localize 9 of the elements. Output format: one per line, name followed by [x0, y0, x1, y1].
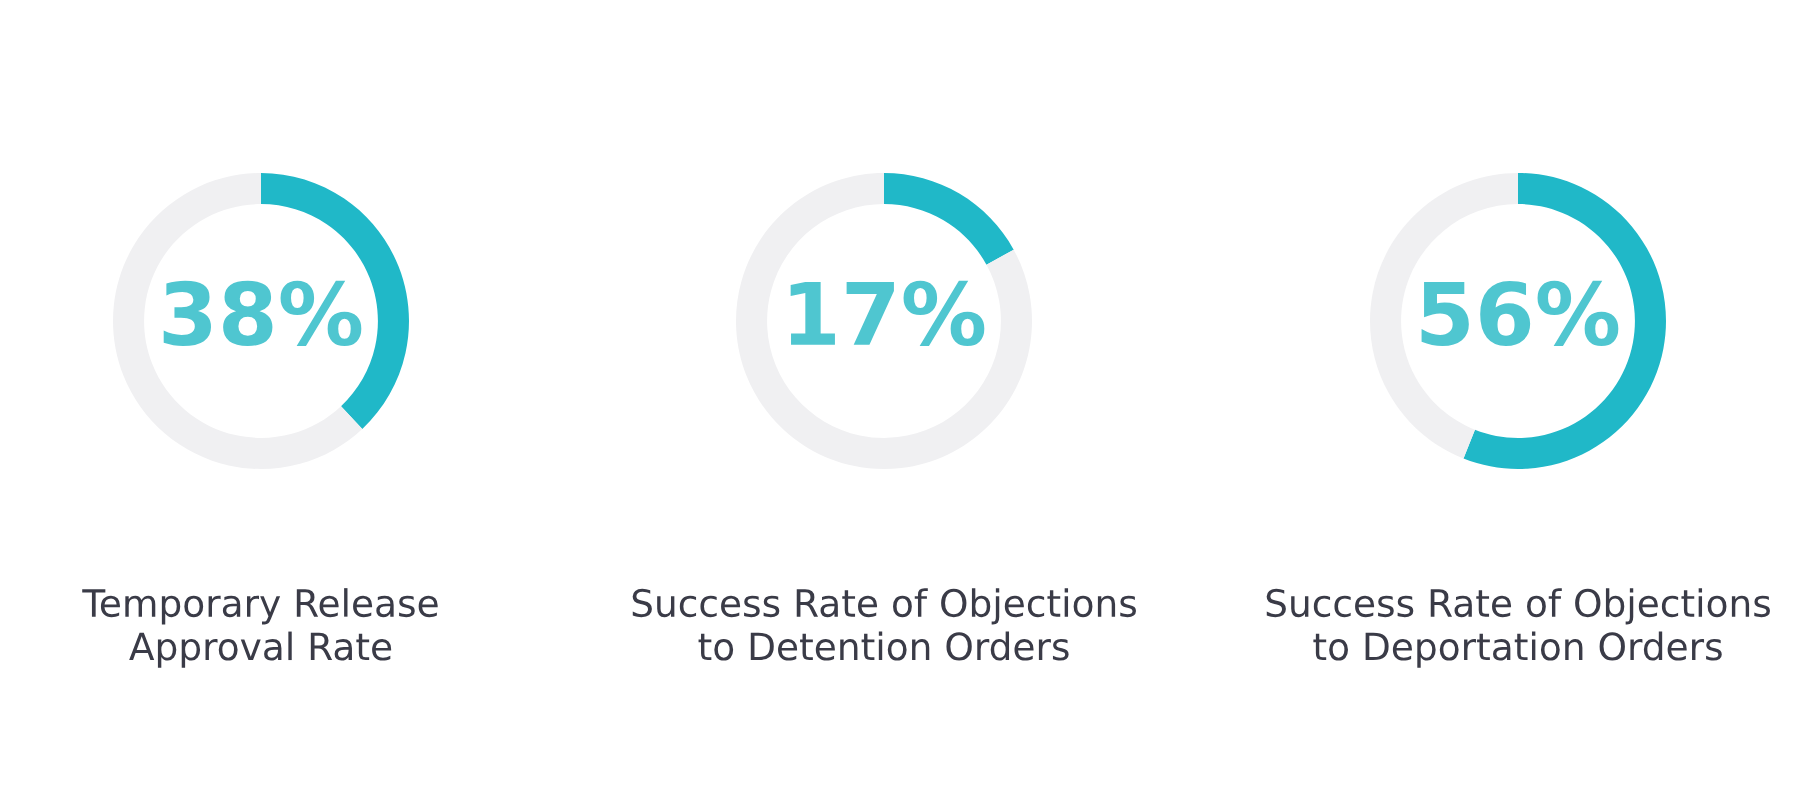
text: Success Rate of Objections to Detention Orders	[632, 588, 1136, 661]
donut-slice	[884, 173, 1014, 265]
text: Success Rate of Objections to Deportation Orders	[1266, 588, 1770, 668]
text: Temporary Release Approval Rate	[82, 588, 438, 668]
data-label: 17%	[790, 280, 985, 346]
donut-slice	[736, 173, 1032, 469]
data-label: 38%	[163, 280, 362, 346]
data-label: 56%	[1421, 280, 1619, 346]
donut-slice	[113, 173, 363, 469]
